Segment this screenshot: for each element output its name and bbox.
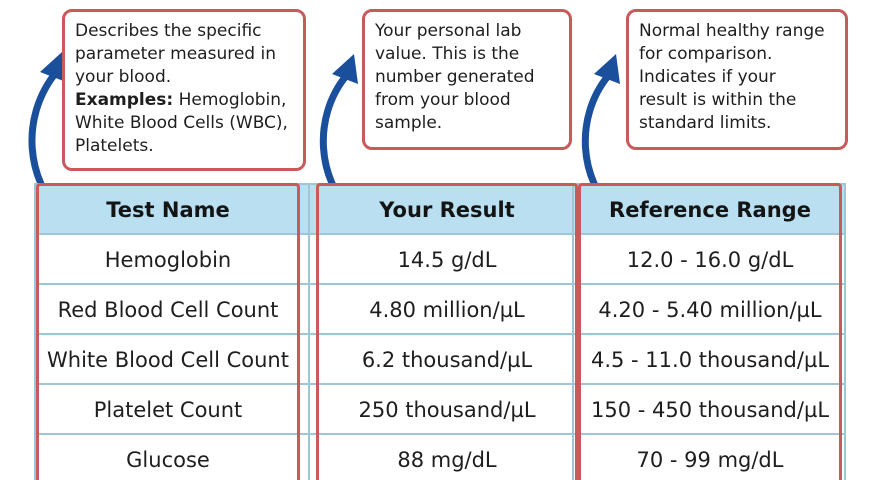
lab-results-table: Test Name Your Result Reference Range He… (34, 183, 846, 480)
table-row: Glucose 88 mg/dL 70 - 99 mg/dL (34, 433, 846, 480)
result-cell: 14.5 g/dL (397, 248, 497, 272)
grid-line (308, 183, 310, 480)
callout-line: from your blood (375, 90, 511, 110)
table-row: Hemoglobin 14.5 g/dL 12.0 - 16.0 g/dL (34, 233, 846, 283)
arrowhead-icon (332, 54, 358, 84)
callout-your-result: Your personal lab value. This is the num… (362, 9, 572, 150)
table-header-row: Test Name Your Result Reference Range (34, 183, 846, 233)
test-name-cell: Platelet Count (93, 398, 243, 422)
callout-line: number generated (375, 67, 535, 87)
callout-line: sample. (375, 113, 443, 133)
callout-line: Indicates if your (639, 67, 776, 87)
callout-line: parameter measured in (75, 44, 276, 64)
callout-line: Describes the specific (75, 21, 262, 41)
table-row: Platelet Count 250 thousand/µL 150 - 450… (34, 383, 846, 433)
arrowhead-icon (594, 54, 620, 84)
result-cell: 4.80 million/µL (369, 298, 525, 322)
callout-line: Examples: Hemoglobin, (75, 89, 293, 112)
callout-line: White Blood Cells (WBC), (75, 113, 288, 133)
callout-line: result is within the (639, 90, 797, 110)
table-row: White Blood Cell Count 6.2 thousand/µL 4… (34, 333, 846, 383)
grid-line (844, 183, 846, 480)
callout-line: your blood. (75, 67, 172, 87)
grid-line (34, 183, 36, 480)
range-cell: 150 - 450 thousand/µL (590, 398, 830, 422)
test-name-cell: White Blood Cell Count (47, 348, 289, 372)
test-name-cell: Red Blood Cell Count (57, 298, 279, 322)
test-name-cell: Glucose (126, 448, 210, 472)
callout-line: Your personal lab (375, 21, 522, 41)
range-cell: 4.20 - 5.40 million/µL (598, 298, 822, 322)
header-your-result: Your Result (379, 198, 515, 222)
examples-label: Examples: (75, 90, 174, 110)
callout-reference-range: Normal healthy range for comparison. Ind… (626, 9, 848, 150)
range-cell: 4.5 - 11.0 thousand/µL (590, 348, 830, 372)
result-cell: 88 mg/dL (397, 448, 497, 472)
callout-test-name: Describes the specific parameter measure… (62, 9, 306, 171)
table-row: Red Blood Cell Count 4.80 million/µL 4.2… (34, 283, 846, 333)
callout-line: standard limits. (639, 113, 772, 133)
header-test-name: Test Name (106, 198, 230, 222)
test-name-cell: Hemoglobin (104, 248, 232, 272)
callout-line: value. This is the (375, 44, 520, 64)
callout-line: Platelets. (75, 136, 154, 156)
callout-line: for comparison. (639, 44, 773, 64)
header-reference-range: Reference Range (609, 198, 811, 222)
result-cell: 250 thousand/µL (358, 398, 536, 422)
range-cell: 12.0 - 16.0 g/dL (626, 248, 794, 272)
range-cell: 70 - 99 mg/dL (636, 448, 784, 472)
examples-text: Hemoglobin, (173, 90, 287, 110)
grid-line (572, 183, 574, 480)
result-cell: 6.2 thousand/µL (361, 348, 533, 372)
callout-line: Normal healthy range (639, 21, 825, 41)
